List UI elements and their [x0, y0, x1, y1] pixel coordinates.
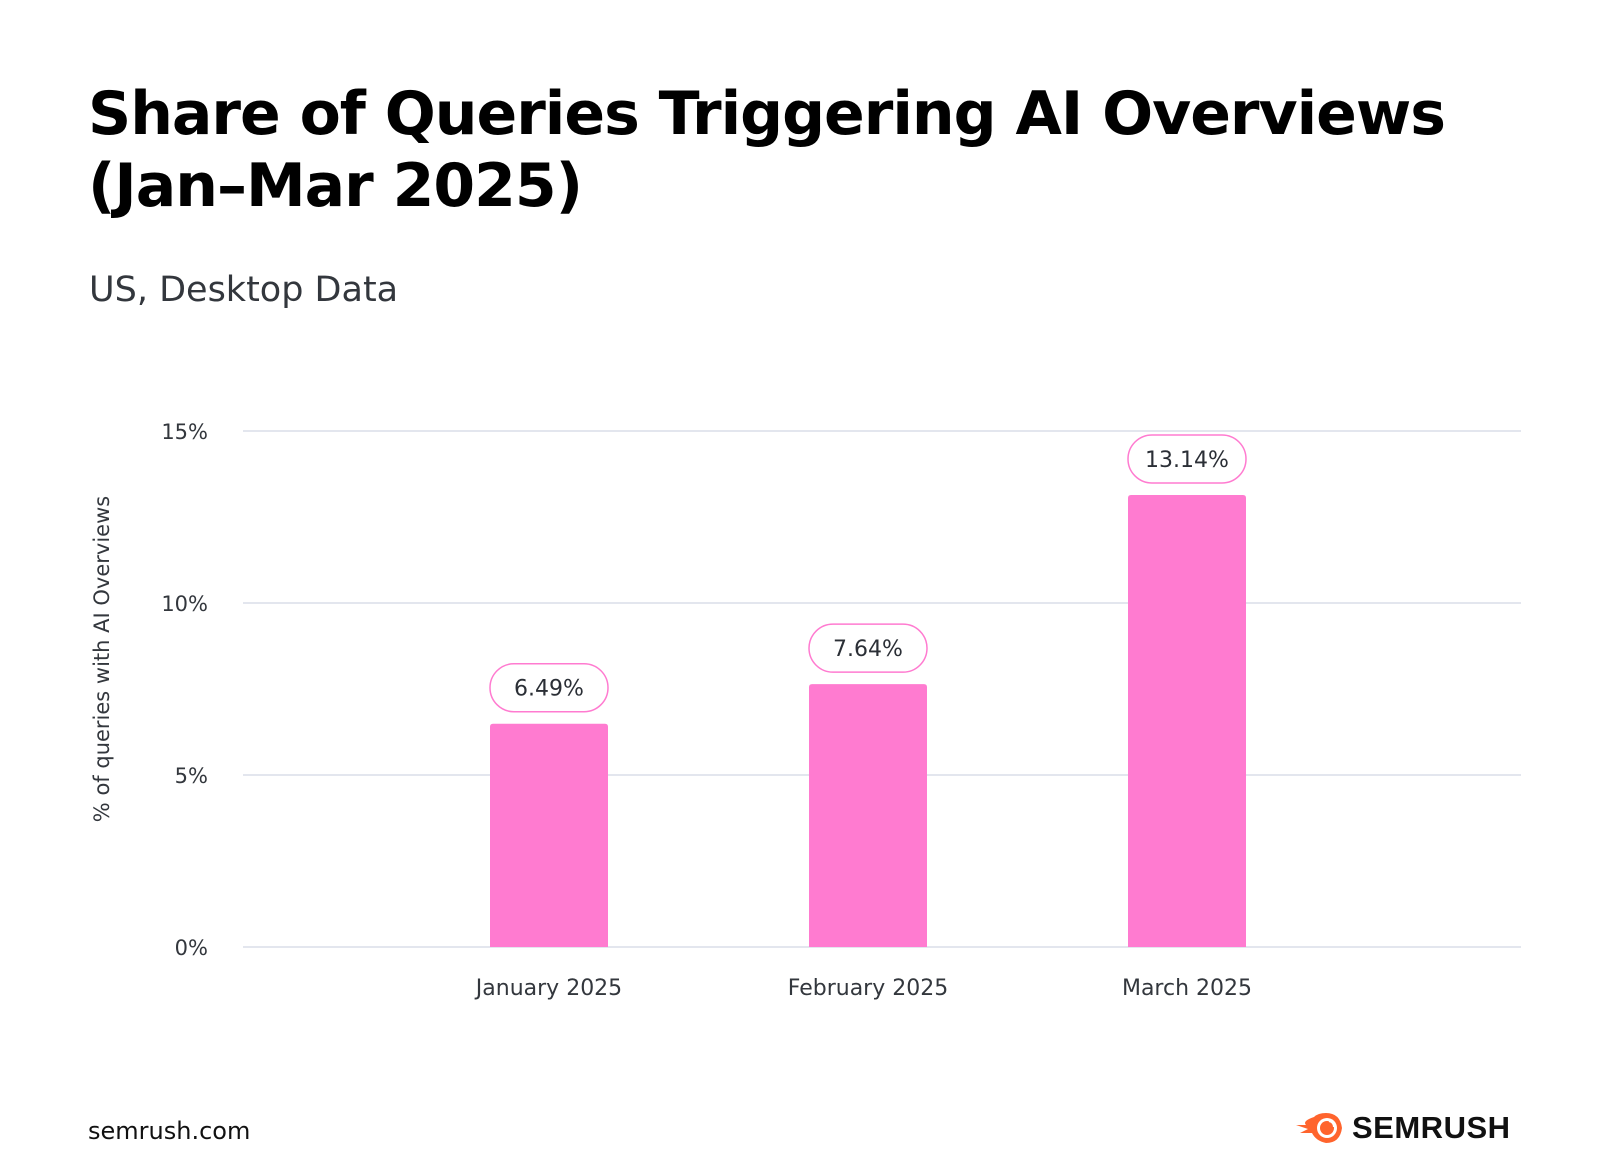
semrush-flame-icon: [1292, 1113, 1342, 1143]
data-label-pill: [1127, 434, 1247, 484]
y-axis-label: % of queries with AI Overviews: [90, 496, 114, 822]
bar: [490, 723, 608, 947]
x-tick-label: March 2025: [1122, 976, 1252, 1001]
y-tick-label: 5%: [175, 764, 208, 788]
data-label: 7.64%: [833, 637, 903, 662]
data-label-pill: [808, 623, 928, 673]
y-tick-label: 15%: [161, 420, 208, 444]
data-label-pill: [489, 662, 609, 713]
chart-subtitle: US, Desktop Data: [89, 270, 399, 310]
x-tick-label: January 2025: [474, 976, 622, 1001]
title-line-2: (Jan–Mar 2025): [88, 151, 583, 221]
brand-name: SEMRUSH: [1352, 1110, 1511, 1145]
data-label: 13.14%: [1145, 448, 1229, 473]
bar: [1128, 494, 1246, 947]
source-label: semrush.com: [88, 1117, 251, 1145]
bar-chart: 0% 5% 10% 15% % of queries with AI Overviews…: [90, 420, 1521, 1001]
bar: [809, 684, 927, 947]
x-tick-label: February 2025: [788, 976, 948, 1001]
y-tick-label: 0%: [175, 936, 208, 960]
y-tick-label: 10%: [161, 592, 208, 616]
chart-title: Share of Queries Triggering AI Overviews…: [88, 78, 1538, 222]
semrush-logo: SEMRUSH: [1292, 1110, 1511, 1146]
data-label: 6.49%: [514, 677, 584, 702]
title-line-1: Share of Queries Triggering AI Overviews: [88, 79, 1446, 149]
